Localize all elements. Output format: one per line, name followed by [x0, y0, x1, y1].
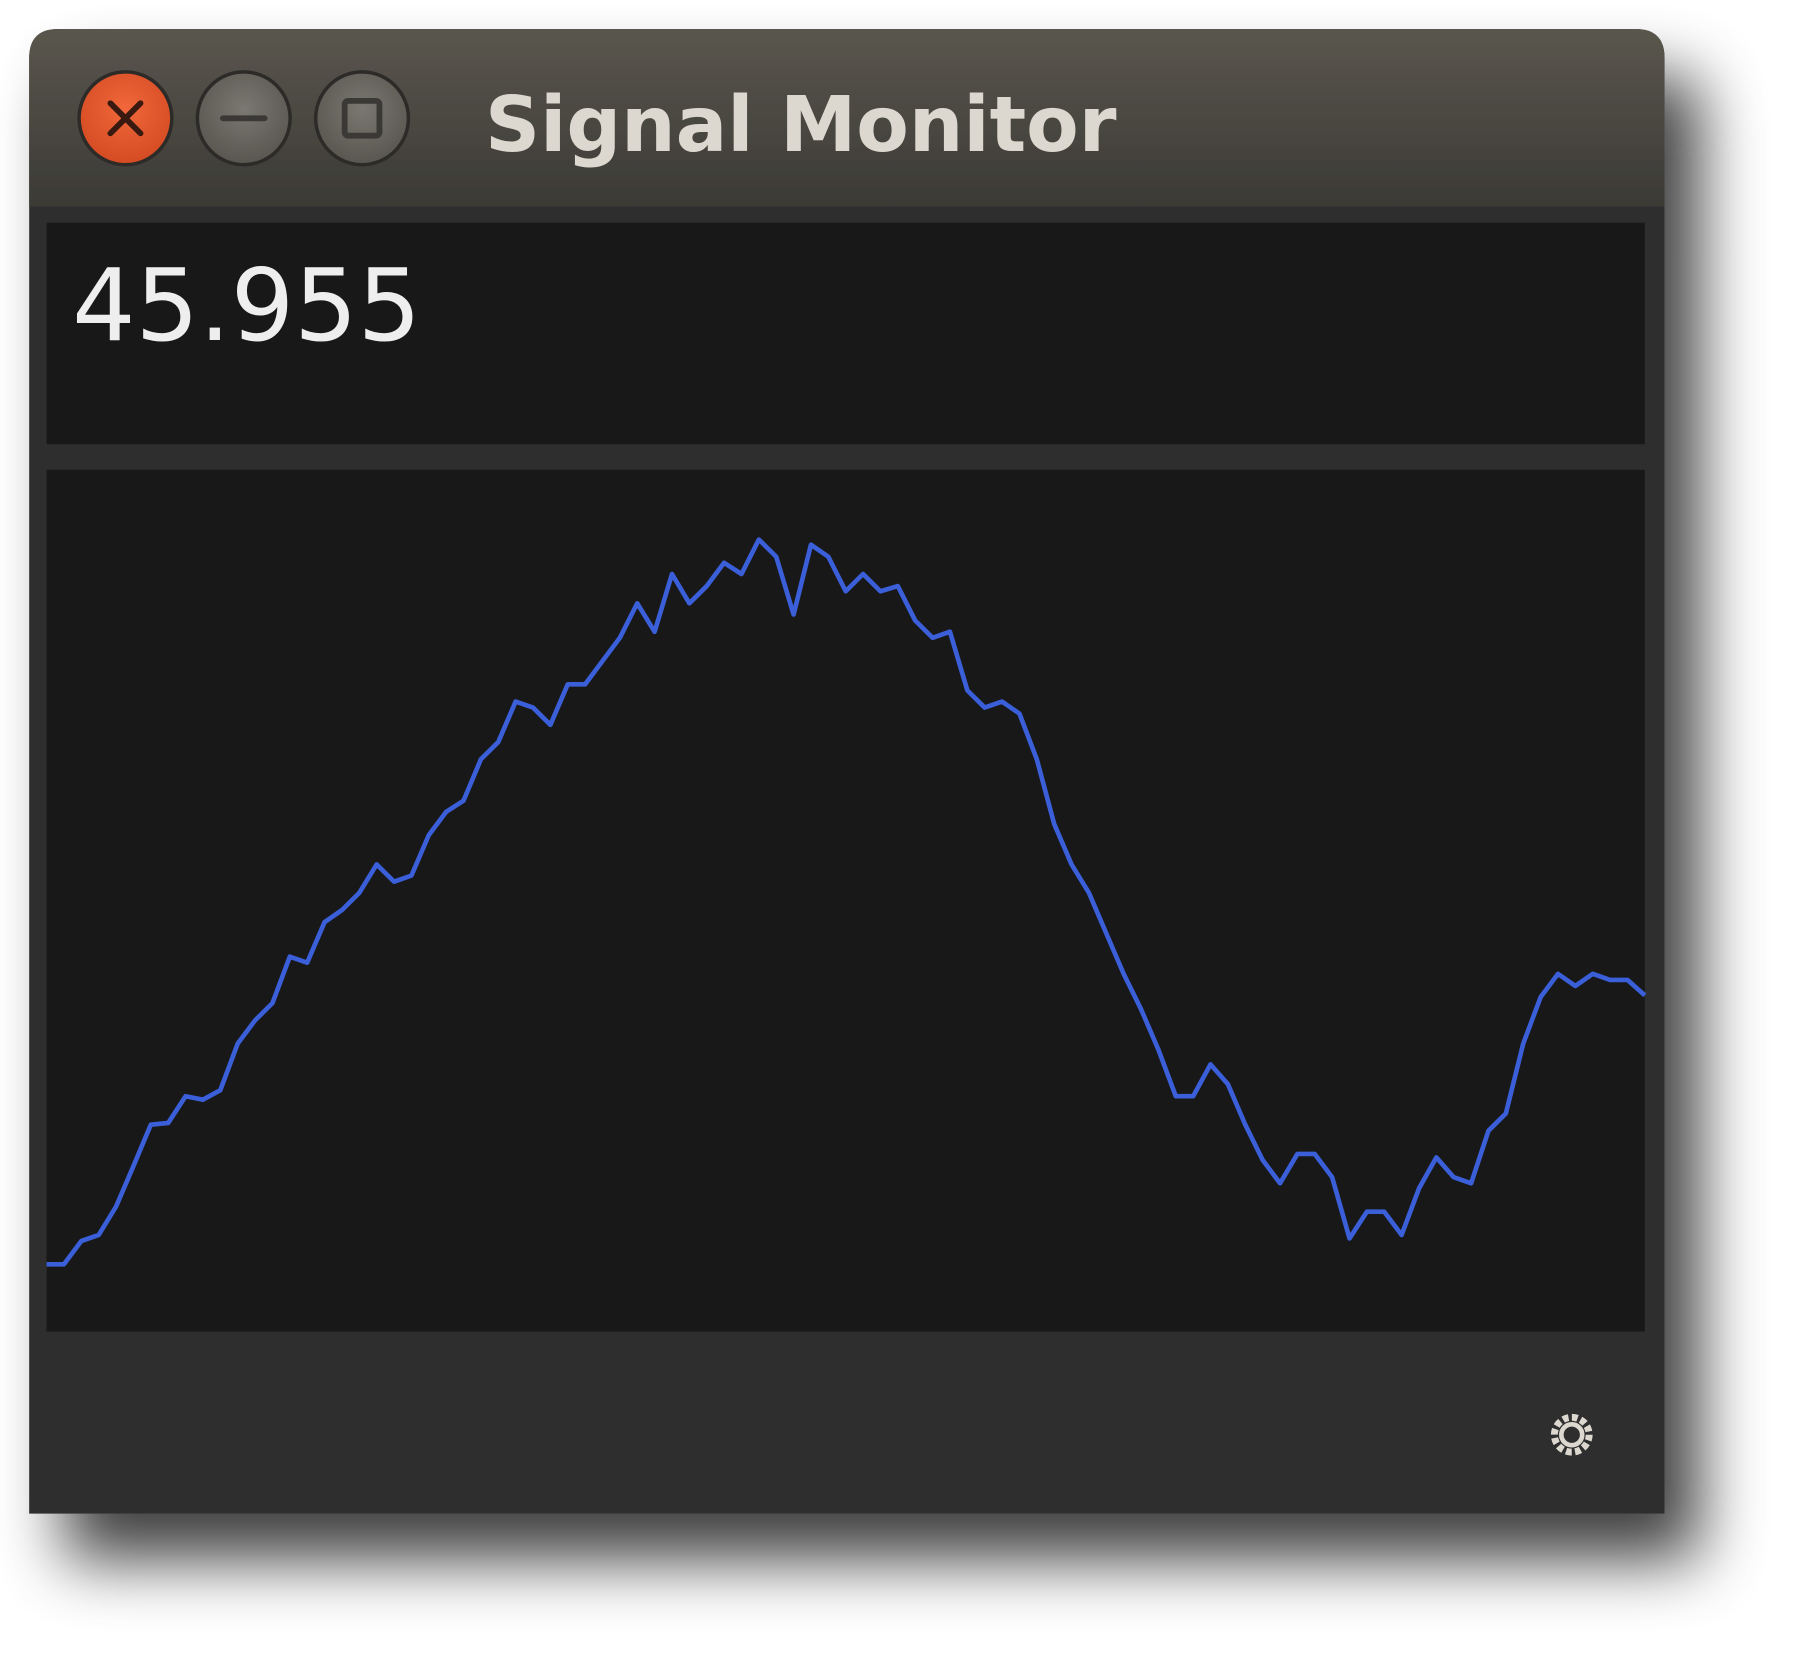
minimize-button[interactable]	[195, 70, 292, 167]
readout-value: 45.955	[72, 247, 421, 364]
title-bar	[29, 28, 1665, 207]
window-title: Signal Monitor	[485, 81, 1117, 170]
signal-line	[46, 537, 1647, 1267]
readout-panel	[46, 222, 1645, 445]
maximize-button[interactable]	[313, 70, 411, 167]
plot-panel	[46, 469, 1645, 1332]
settings-button[interactable]	[1550, 1413, 1593, 1456]
close-button[interactable]	[77, 70, 174, 167]
